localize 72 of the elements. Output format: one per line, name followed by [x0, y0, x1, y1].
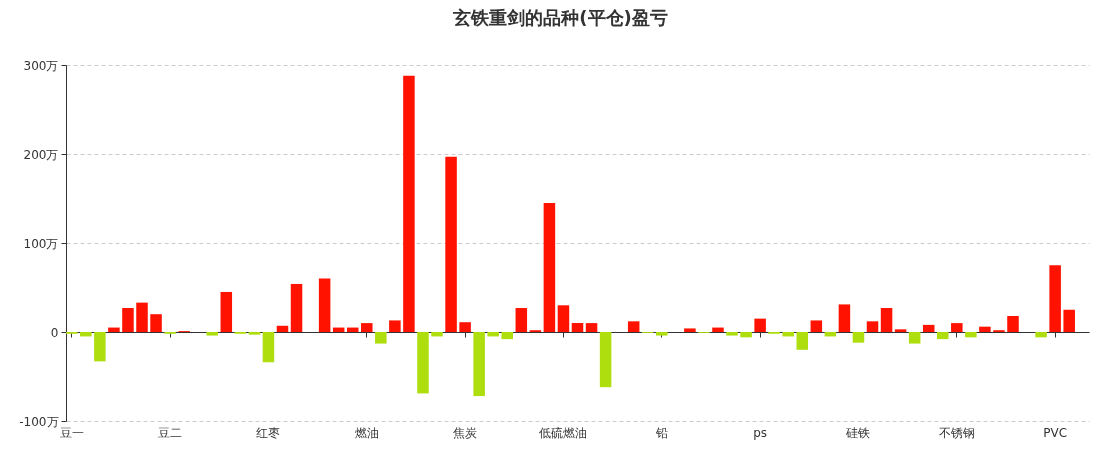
bar [571, 323, 584, 332]
bar [1007, 315, 1019, 332]
bar [459, 322, 471, 332]
x-tick-label: 铅 [654, 425, 668, 440]
bar [1035, 332, 1047, 338]
bar [656, 332, 668, 336]
bar [403, 75, 415, 332]
bar [712, 327, 724, 332]
x-tick-label: 豆二 [158, 425, 183, 440]
bar [248, 332, 261, 335]
bar [880, 307, 893, 332]
bar [389, 320, 401, 332]
bar [627, 321, 640, 332]
bar [487, 332, 499, 337]
bar [136, 302, 148, 332]
y-tick-label: 0 [50, 325, 59, 340]
bar [838, 304, 851, 332]
bar [866, 321, 879, 332]
y-tick-label: 100万 [23, 236, 59, 251]
bar [375, 332, 387, 344]
bar [445, 156, 457, 332]
bar [108, 327, 120, 332]
bar [908, 332, 921, 344]
x-tick-label: 硅铁 [845, 425, 871, 440]
bar [276, 325, 289, 332]
bar [937, 332, 949, 340]
bar [473, 332, 485, 397]
bar [318, 278, 331, 332]
bar [80, 332, 92, 337]
bar [965, 332, 977, 338]
bar [726, 332, 738, 336]
x-tick-label: 豆一 [59, 425, 84, 440]
x-tick-label: 低硫燃油 [539, 425, 588, 440]
bar [501, 332, 514, 340]
x-tick-label: 不锈钢 [938, 425, 975, 440]
bar [894, 329, 907, 332]
x-tick-label: ps [753, 425, 768, 440]
bar [361, 323, 373, 332]
bar [1063, 309, 1075, 332]
bar [1049, 265, 1061, 332]
bar [557, 305, 570, 332]
bar [922, 324, 935, 332]
y-tick-label: 200万 [23, 147, 59, 162]
x-tick-label: 焦炭 [453, 425, 478, 440]
bar [431, 332, 443, 337]
bar [290, 283, 303, 332]
bar [122, 307, 134, 332]
bar [94, 332, 106, 362]
bar [262, 332, 275, 363]
bar [951, 323, 963, 332]
bar [754, 318, 766, 332]
bar [599, 332, 612, 388]
bar [543, 202, 556, 332]
bar [150, 314, 162, 332]
bar [852, 332, 865, 343]
bar [979, 326, 991, 332]
x-tick-label: 燃油 [354, 425, 379, 440]
bar [796, 332, 809, 350]
y-tick-label: -100万 [19, 414, 59, 429]
bar [782, 332, 794, 337]
bar [585, 323, 598, 332]
y-tick-label: 300万 [23, 58, 59, 73]
x-tick-label: 红枣 [256, 425, 281, 440]
x-tick-label: PVC [1043, 425, 1068, 440]
bar [684, 328, 696, 332]
chart-title: 玄铁重剑的品种(平仓)盈亏 [452, 7, 668, 28]
bar [740, 332, 752, 338]
bar [220, 291, 233, 332]
bar [206, 332, 218, 336]
bar [417, 332, 429, 394]
bar [515, 307, 528, 332]
bar [810, 320, 823, 332]
